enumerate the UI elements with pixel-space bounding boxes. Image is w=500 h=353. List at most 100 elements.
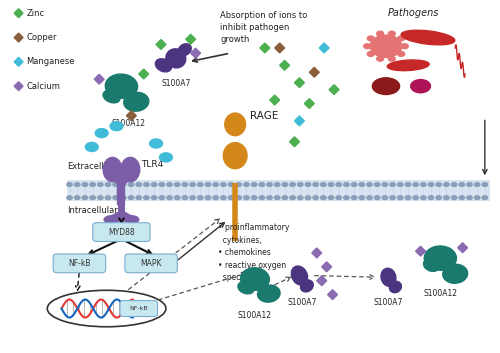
Circle shape [220,183,226,186]
Ellipse shape [225,113,246,136]
Circle shape [452,183,457,186]
Ellipse shape [156,59,172,72]
Circle shape [82,183,87,186]
Circle shape [167,183,172,186]
Circle shape [160,153,172,162]
FancyBboxPatch shape [93,223,150,241]
Ellipse shape [390,281,402,293]
Circle shape [182,196,188,199]
Circle shape [388,56,395,61]
Polygon shape [126,111,136,121]
Ellipse shape [103,90,120,103]
Circle shape [376,56,384,61]
Text: NF-kB: NF-kB [68,259,90,268]
Circle shape [198,183,203,186]
Polygon shape [190,48,200,58]
Circle shape [213,196,218,199]
Circle shape [144,196,149,199]
Circle shape [328,183,334,186]
Ellipse shape [114,174,128,184]
Circle shape [298,196,303,199]
Circle shape [113,183,118,186]
Ellipse shape [124,216,139,223]
Circle shape [482,196,488,199]
Circle shape [405,196,410,199]
Circle shape [86,143,98,151]
Text: Pathogens: Pathogens [388,8,439,18]
Ellipse shape [103,157,122,182]
Text: RAGE: RAGE [250,111,278,121]
Circle shape [206,196,210,199]
Polygon shape [260,43,270,53]
Circle shape [436,183,442,186]
Ellipse shape [381,268,396,286]
Circle shape [152,183,157,186]
Text: TLR4: TLR4 [141,160,164,169]
Circle shape [259,183,264,186]
Circle shape [367,196,372,199]
Circle shape [244,196,249,199]
Circle shape [374,183,380,186]
Circle shape [402,44,408,49]
Circle shape [110,121,123,131]
FancyBboxPatch shape [120,300,158,317]
Circle shape [174,183,180,186]
Text: MYD88: MYD88 [108,228,135,237]
Polygon shape [317,276,326,286]
Text: Intracellular: Intracellular [67,206,118,215]
Polygon shape [14,33,23,42]
Circle shape [128,183,134,186]
Ellipse shape [240,268,270,290]
Circle shape [376,31,384,36]
Circle shape [344,183,349,186]
Polygon shape [322,262,332,272]
Circle shape [228,196,234,199]
Circle shape [259,196,264,199]
Ellipse shape [300,280,313,292]
Circle shape [198,196,203,199]
Circle shape [474,183,480,186]
Circle shape [444,183,449,186]
Polygon shape [14,9,23,18]
Circle shape [459,196,464,199]
Ellipse shape [424,246,456,270]
Text: S100A7: S100A7 [374,298,403,307]
Text: S100A12: S100A12 [424,289,458,298]
Polygon shape [328,290,338,300]
Circle shape [90,183,96,186]
Circle shape [359,196,364,199]
Circle shape [398,183,403,186]
Circle shape [368,36,374,41]
Ellipse shape [224,143,247,169]
Ellipse shape [388,60,429,71]
Ellipse shape [238,281,254,294]
Polygon shape [329,85,339,95]
Polygon shape [294,78,304,88]
Circle shape [282,196,288,199]
Circle shape [436,196,442,199]
Circle shape [420,196,426,199]
Circle shape [244,183,249,186]
Bar [67,180,490,201]
Circle shape [150,139,162,148]
Polygon shape [186,34,196,44]
Circle shape [459,183,464,186]
Text: Manganese: Manganese [26,57,75,66]
Circle shape [106,196,110,199]
Circle shape [364,44,370,49]
Circle shape [190,196,196,199]
Circle shape [344,196,349,199]
Circle shape [398,52,404,56]
Circle shape [382,196,388,199]
Polygon shape [458,243,468,253]
Circle shape [370,35,402,57]
Circle shape [167,196,172,199]
Ellipse shape [178,44,192,55]
Circle shape [305,183,310,186]
Circle shape [98,196,103,199]
Polygon shape [138,69,148,79]
Circle shape [413,196,418,199]
Circle shape [252,183,257,186]
Circle shape [428,183,434,186]
Ellipse shape [442,264,468,283]
